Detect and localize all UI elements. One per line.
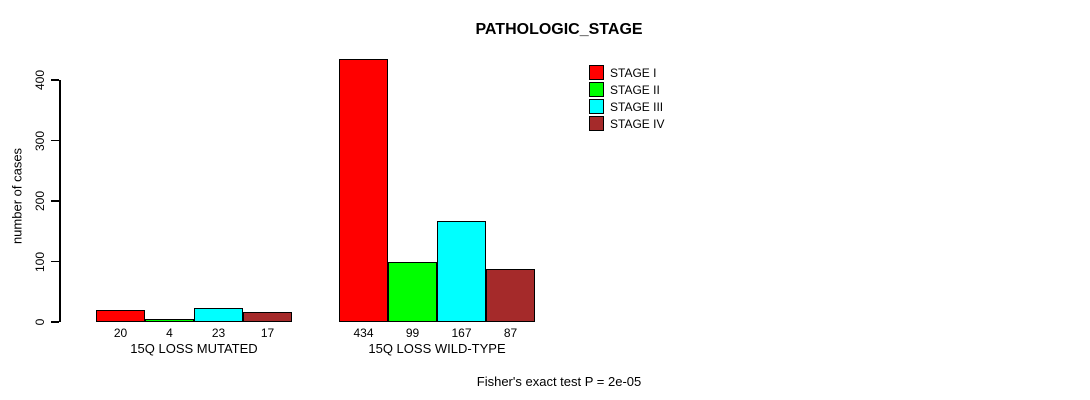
y-tick-label: 0 xyxy=(33,318,47,326)
y-tick-label: 100 xyxy=(33,251,47,272)
y-tick-mark xyxy=(51,200,59,202)
bar-stage-iv xyxy=(243,312,292,322)
bar-value-label: 23 xyxy=(211,326,226,340)
legend-item: STAGE I xyxy=(589,65,664,80)
bar-stage-iii xyxy=(194,308,243,322)
legend-item: STAGE IV xyxy=(589,116,664,131)
y-tick-label: 200 xyxy=(33,190,47,212)
legend-label: STAGE I xyxy=(610,65,657,80)
bar-value-label: 167 xyxy=(451,326,472,340)
legend-item: STAGE II xyxy=(589,82,664,97)
y-tick-mark xyxy=(51,321,59,323)
legend-swatch xyxy=(589,65,604,80)
bar-stage-iv xyxy=(486,269,535,322)
y-axis-label: number of cases xyxy=(9,147,25,245)
bar-value-label: 17 xyxy=(260,326,275,340)
bar-value-label: 434 xyxy=(353,326,374,340)
bar-value-label: 20 xyxy=(113,326,128,340)
bar-stage-i xyxy=(96,310,145,322)
y-tick-label: 400 xyxy=(33,69,47,91)
bar-stage-ii xyxy=(145,319,194,322)
legend-swatch xyxy=(589,82,604,97)
legend-label: STAGE III xyxy=(610,99,664,114)
bar-stage-ii xyxy=(388,262,437,322)
bar-value-label: 4 xyxy=(166,326,173,340)
bar-stage-i xyxy=(339,59,388,322)
legend: STAGE I STAGE II STAGE III STAGE IV xyxy=(589,65,664,131)
bar-value-label: 99 xyxy=(405,326,420,340)
x-category-label: 15Q LOSS MUTATED xyxy=(130,341,258,356)
chart-title: PATHOLOGIC_STAGE xyxy=(475,21,643,38)
y-tick-mark xyxy=(51,260,59,263)
x-category-label: 15Q LOSS WILD-TYPE xyxy=(368,341,506,356)
y-tick-mark xyxy=(51,139,59,142)
y-axis-line xyxy=(59,80,61,322)
bar-value-label: 87 xyxy=(503,326,518,340)
fisher-test-annotation: Fisher's exact test P = 2e-05 xyxy=(476,374,642,389)
legend-label: STAGE IV xyxy=(610,116,665,131)
legend-label: STAGE II xyxy=(610,82,660,97)
legend-item: STAGE III xyxy=(589,99,664,114)
legend-swatch xyxy=(589,116,604,131)
y-tick-label: 300 xyxy=(33,130,47,151)
y-tick-mark xyxy=(51,79,59,81)
bar-stage-iii xyxy=(437,221,486,322)
legend-swatch xyxy=(589,99,604,114)
